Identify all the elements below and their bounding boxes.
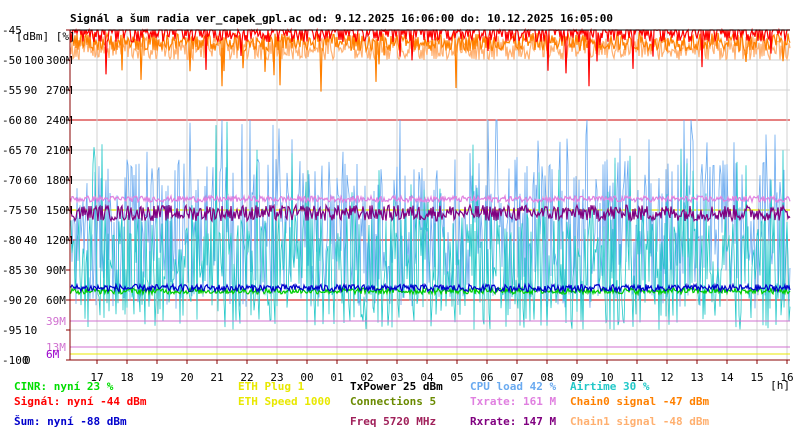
x-tick-label: 19 xyxy=(150,371,163,384)
y-tick-label-dbm: -45 xyxy=(2,24,22,37)
x-tick-label: 04 xyxy=(420,371,434,384)
series-line-airtime xyxy=(69,121,791,330)
y-tick-label-dbm: -50 xyxy=(2,54,22,67)
y-tick-label-rate: 150M xyxy=(46,204,73,217)
y-tick-label-dbm: -60 xyxy=(2,114,22,127)
y-tick-label-rate: 90M xyxy=(46,264,66,277)
x-tick-label: 10 xyxy=(600,371,613,384)
y-tick-label-rate: 240M xyxy=(46,114,73,127)
x-axis-unit: [h] xyxy=(770,379,790,392)
y-tick-label-rate: 39M xyxy=(46,315,66,328)
x-tick-label: 05 xyxy=(450,371,463,384)
legend-entry: CPU load 42 % xyxy=(470,380,556,393)
legend-entry: Chain1 signal -48 dBm xyxy=(570,415,709,428)
y-tick-label-dbm: -85 xyxy=(2,264,22,277)
legend-entry: Connections 5 xyxy=(350,395,436,408)
legend-entry: Airtime 30 % xyxy=(570,380,650,393)
y-tick-label-percent: 30 xyxy=(24,264,37,277)
x-tick-label: 12 xyxy=(660,371,673,384)
series-line-sign-l xyxy=(69,27,790,87)
x-tick-label: 06 xyxy=(480,371,493,384)
x-tick-label: 22 xyxy=(240,371,253,384)
series-line-txrate xyxy=(69,193,791,205)
y-tick-label-rate: 60M xyxy=(46,294,66,307)
x-tick-label: 02 xyxy=(360,371,373,384)
y-tick-label-dbm: -70 xyxy=(2,174,22,187)
x-tick-label: 23 xyxy=(270,371,283,384)
legend-entry: ETH Speed 1000 xyxy=(238,395,331,408)
y-tick-label-percent: 60 xyxy=(24,174,37,187)
legend-entry: CINR: nyní 23 % xyxy=(14,380,114,393)
y-tick-label-dbm: -80 xyxy=(2,234,22,247)
y-tick-label-percent: 80 xyxy=(24,114,37,127)
x-tick-label: 21 xyxy=(210,371,223,384)
x-tick-label: 18 xyxy=(120,371,133,384)
legend-entry: Freq 5720 MHz xyxy=(350,415,436,428)
x-tick-label: 09 xyxy=(570,371,583,384)
legend-entry: Šum: nyní -88 dBm xyxy=(14,415,127,428)
legend: CINR: nyní 23 % Signál: nyní -44 dBm Šum: … xyxy=(14,380,709,428)
y-tick-label-percent: 50 xyxy=(24,204,37,217)
x-tick-label: 11 xyxy=(630,371,643,384)
series-line--um xyxy=(69,282,791,294)
legend-entry: Chain0 signal -47 dBm xyxy=(570,395,709,408)
y-tick-label-percent: 0 xyxy=(24,354,31,367)
y-tick-label-percent: 10 xyxy=(24,324,37,337)
legend-entry: Rxrate: 147 M xyxy=(470,415,556,428)
y-tick-label-rate: 180M xyxy=(46,174,73,187)
axes: -45-50 100-55 90-60 80-65 70-70 60-75 50-80 40-… xyxy=(2,24,794,384)
x-tick-label: 20 xyxy=(180,371,193,384)
y-tick-label-dbm: -65 xyxy=(2,144,22,157)
y-tick-label-dbm: -100 xyxy=(2,354,29,367)
series-line-chain0-signal xyxy=(69,31,791,92)
y-tick-label-rate: 13M xyxy=(46,341,66,354)
y-tick-label-percent: 90 xyxy=(24,84,37,97)
y-tick-label-rate: 270M xyxy=(46,84,73,97)
y-tick-label-percent: 40 xyxy=(24,234,37,247)
x-tick-label: 16 xyxy=(780,371,793,384)
y-tick-label-rate: 120M xyxy=(46,234,73,247)
x-tick-label: 13 xyxy=(690,371,703,384)
y-tick-label-percent: 70 xyxy=(24,144,37,157)
x-tick-label: 15 xyxy=(750,371,763,384)
x-tick-label: 01 xyxy=(330,371,343,384)
series-line-rxrate xyxy=(69,202,791,223)
grid xyxy=(70,29,790,361)
series-line-chain1-signal xyxy=(69,34,791,63)
x-tick-label: 07 xyxy=(510,371,523,384)
y-tick-label-dbm: -95 xyxy=(2,324,22,337)
series-layer xyxy=(69,27,791,355)
chart-title: Signál a šum radia ver_capek_gpl.ac od: … xyxy=(70,12,613,25)
legend-entry: Signál: nyní -44 dBm xyxy=(14,395,147,408)
y-tick-label-dbm: -55 xyxy=(2,84,22,97)
y-tick-label-rate: 210M xyxy=(46,144,73,157)
y-tick-label-dbm: -75 xyxy=(2,204,22,217)
x-tick-label: 08 xyxy=(540,371,553,384)
x-tick-label: 00 xyxy=(300,371,313,384)
legend-entry: Txrate: 161 M xyxy=(470,395,556,408)
x-tick-label: 03 xyxy=(390,371,403,384)
legend-entry: TxPower 25 dBm xyxy=(350,380,443,393)
y-tick-label-rate: 300M xyxy=(46,54,73,67)
legend-entry: ETH Plug 1 xyxy=(238,380,305,393)
x-tick-label: 14 xyxy=(720,371,734,384)
y-axis-units: [dBm] [%] xyxy=(16,30,76,43)
y-tick-label-rate: 6M xyxy=(46,348,60,361)
y-tick-label-percent: 20 xyxy=(24,294,37,307)
x-tick-label: 17 xyxy=(90,371,103,384)
y-tick-label-dbm: -90 xyxy=(2,294,22,307)
y-tick-label-percent: 100 xyxy=(24,54,44,67)
